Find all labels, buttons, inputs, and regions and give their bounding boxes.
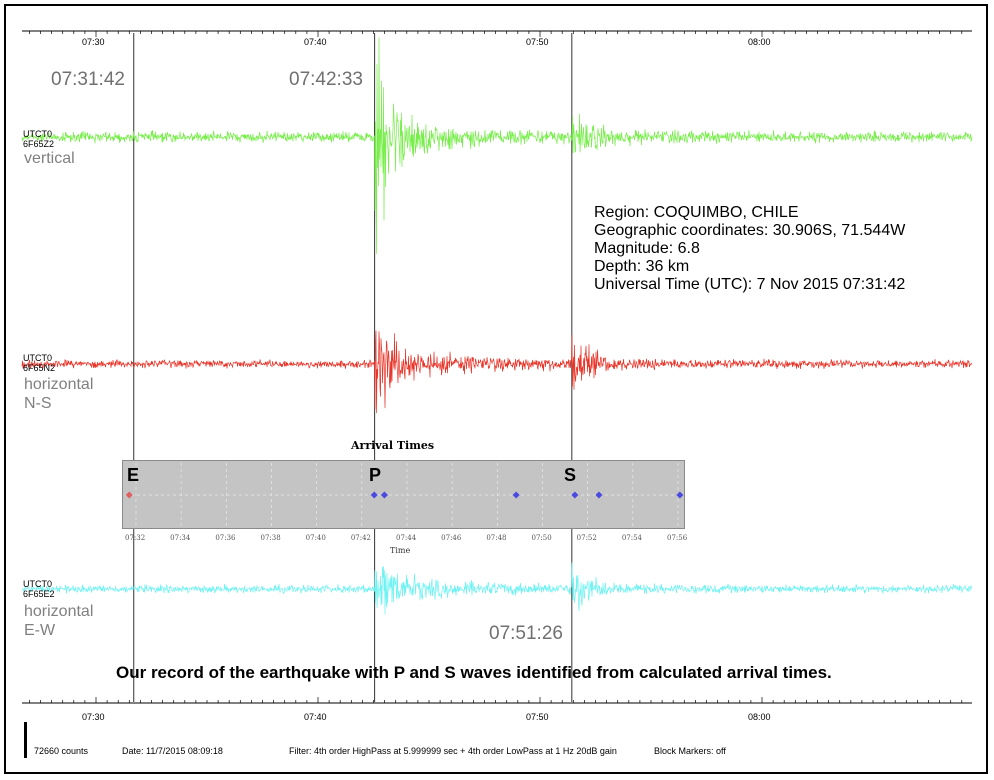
- arrival-panel-x-title: Time: [390, 546, 411, 555]
- seismic-traces: [21, 37, 973, 615]
- arrival-point: [571, 491, 579, 499]
- time-tick-label: 07:50: [526, 712, 549, 722]
- arrival-panel-tick-label: 07:40: [305, 534, 326, 542]
- channel-code: UTCT0 6F65Z2: [23, 129, 55, 149]
- event-region: Region: COQUIMBO, CHILE: [594, 204, 799, 221]
- channel-label-vertical: vertical: [24, 150, 75, 167]
- trace-2: [21, 562, 973, 615]
- event-time-label: 07:31:42: [51, 69, 125, 90]
- arrival-point: [512, 491, 520, 499]
- arrival-times-plot: [125, 463, 684, 527]
- time-tick-label: 07:40: [304, 37, 327, 47]
- arrival-panel-tick-label: 07:46: [441, 534, 462, 542]
- event-utc-time: Universal Time (UTC): 7 Nov 2015 07:31:4…: [594, 276, 906, 293]
- arrival-point: [370, 491, 378, 499]
- time-tick-label: 07:30: [82, 37, 105, 47]
- channel-code: UTCT0 6F65E2: [23, 579, 55, 599]
- s-wave-letter: S: [564, 465, 577, 485]
- p-wave-time-label: 07:42:33: [289, 69, 363, 90]
- event-info-block: Region: COQUIMBO, CHILE Geographic coord…: [594, 204, 905, 294]
- channel-code: UTCT0 6F65N2: [23, 353, 56, 373]
- time-tick-label: 08:00: [748, 37, 771, 47]
- block-markers-status: Block Markers: off: [654, 746, 726, 756]
- time-tick-label: 07:30: [82, 712, 105, 722]
- arrival-point: [676, 491, 684, 499]
- arrival-times-title: Arrival Times: [351, 439, 435, 452]
- scale-bar: [24, 722, 27, 758]
- time-tick-label: 07:50: [526, 37, 549, 47]
- arrival-panel-tick-label: 07:50: [531, 534, 552, 542]
- arrival-point: [595, 491, 603, 499]
- arrival-panel-tick-label: 07:54: [621, 534, 643, 542]
- time-tick-label: 08:00: [748, 712, 771, 722]
- arrival-panel-tick-label: 07:48: [486, 534, 507, 542]
- p-wave-letter: P: [369, 465, 382, 485]
- event-coordinates: Geographic coordinates: 30.906S, 71.544W: [594, 222, 906, 239]
- event-letter: E: [127, 465, 140, 485]
- arrival-panel-tick-label: 07:36: [215, 534, 236, 542]
- trace-1: [21, 330, 973, 414]
- arrival-panel-tick-label: 07:38: [260, 534, 281, 542]
- record-date: Date: 11/7/2015 08:09:18: [122, 746, 223, 756]
- arrival-panel-tick-label: 07:44: [396, 534, 417, 542]
- arrival-panel-tick-label: 07:52: [576, 534, 597, 542]
- time-tick-label: 07:40: [304, 712, 327, 722]
- event-magnitude: Magnitude: 6.8: [594, 240, 700, 257]
- channel-label-east-west: horizontal E-W: [24, 603, 94, 639]
- plot-frame: [4, 4, 988, 774]
- channel-label-north-south: horizontal N-S: [24, 376, 94, 412]
- arrival-panel-tick-label: 07:32: [125, 534, 146, 542]
- arrival-panel-tick-label: 07:56: [667, 534, 688, 542]
- arrival-times-panel: [122, 460, 685, 529]
- event-depth: Depth: 36 km: [594, 258, 690, 275]
- arrival-point: [380, 491, 388, 499]
- figure-caption: Our record of the earthquake with P and …: [116, 663, 832, 682]
- arrival-panel-tick-label: 07:34: [170, 534, 191, 542]
- filter-description: Filter: 4th order HighPass at 5.999999 s…: [289, 746, 617, 756]
- counts-scale-label: 72660 counts: [34, 746, 89, 756]
- arrival-point: [125, 491, 133, 499]
- bottom-time-axis: [22, 697, 972, 704]
- s-wave-time-label: 07:51:26: [489, 623, 563, 644]
- top-time-axis: [22, 30, 972, 37]
- arrival-panel-tick-label: 07:42: [350, 534, 372, 542]
- trace-0: [21, 37, 973, 254]
- arrival-marker-lines: [133, 33, 573, 702]
